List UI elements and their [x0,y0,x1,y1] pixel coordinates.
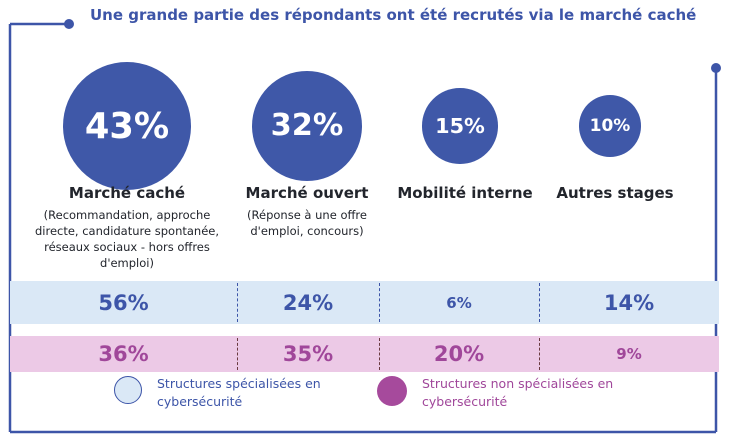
legend-line: Structures spécialisées en [157,375,321,393]
legend-line: cybersécurité [157,393,321,411]
value-specialised-marche-ouvert: 24% [237,281,379,324]
value-non-specialised-marche-ouvert: 35% [237,336,379,372]
sublabel-line: (Recommandation, approche [22,207,232,223]
value-non-specialised-marche-cache: 36% [10,336,237,372]
category-label-autres-stages: Autres stages [540,184,690,202]
category-sublabel-marche-cache: (Recommandation, approche directe, candi… [22,207,232,271]
legend-line: cybersécurité [422,393,613,411]
value-non-specialised-mobilite-interne: 20% [379,336,539,372]
sublabel-line: d'emploi) [22,255,232,271]
category-label-marche-cache: Marché caché [42,184,212,202]
category-label-marche-ouvert: Marché ouvert [222,184,392,202]
bubble-mobilite-interne: 15% [422,88,498,164]
legend-label-non-specialised: Structures non spécialisées en cybersécu… [422,375,613,411]
value-specialised-mobilite-interne: 6% [379,281,539,324]
category-sublabel-marche-ouvert: (Réponse à une offre d'emploi, concours) [217,207,397,239]
bubble-autres-stages: 10% [579,95,641,157]
frame-right-dot [711,63,721,73]
bubble-marche-ouvert: 32% [252,71,362,181]
value-specialised-marche-cache: 56% [10,281,237,324]
bubble-marche-cache: 43% [63,62,191,190]
legend-swatch-specialised [114,376,142,404]
legend-line: Structures non spécialisées en [422,375,613,393]
sublabel-line: d'emploi, concours) [217,223,397,239]
sublabel-line: réseaux sociaux - hors offres [22,239,232,255]
category-label-mobilite-interne: Mobilité interne [385,184,545,202]
sublabel-line: (Réponse à une offre [217,207,397,223]
frame-top-dot [64,19,74,29]
value-non-specialised-autres-stages: 9% [539,336,719,372]
legend-swatch-non-specialised [377,376,407,406]
legend-label-specialised: Structures spécialisées en cybersécurité [157,375,321,411]
chart-title: Une grande partie des répondants ont été… [90,6,696,24]
value-specialised-autres-stages: 14% [539,281,719,324]
sublabel-line: directe, candidature spontanée, [22,223,232,239]
